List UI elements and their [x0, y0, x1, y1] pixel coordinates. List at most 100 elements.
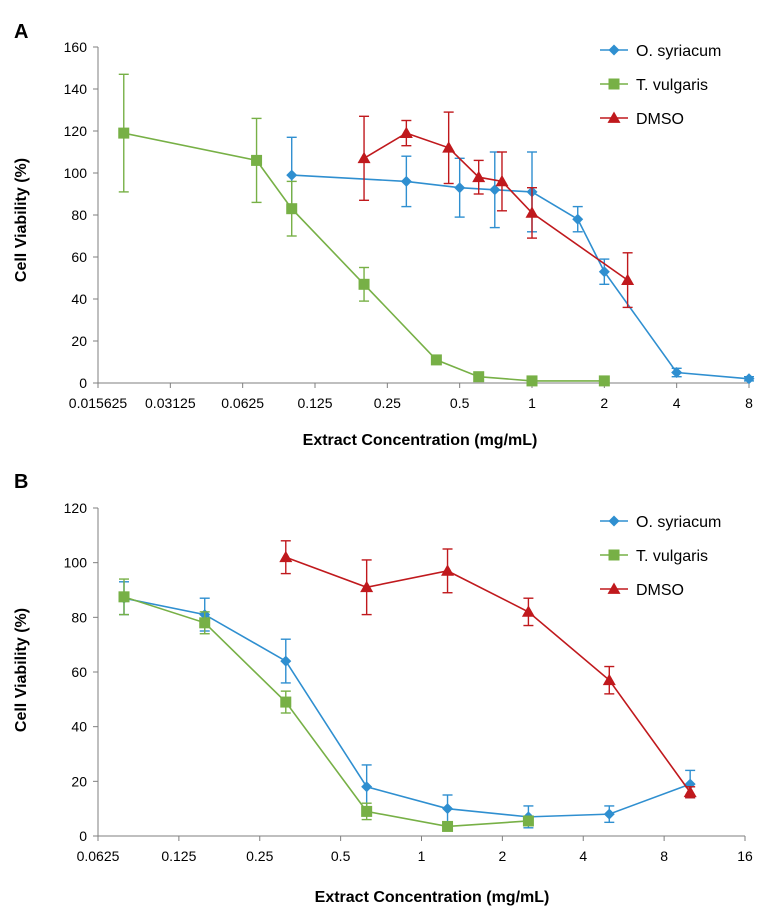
panel-b-x-tick-label: 0.5: [331, 848, 351, 864]
panel-b-series-t-vulgaris-point: [361, 805, 373, 817]
panel-b-series-t-vulgaris-line: [123, 596, 529, 828]
panel-a-legend-t-vulgaris-label: T. vulgaris: [636, 77, 708, 94]
panel-b-y-tick-label: 40: [71, 719, 87, 735]
panel-a-series-t-vulgaris-point: [358, 278, 370, 290]
panel-b-legend: O. syriacum T. vulgaris DMSO: [600, 514, 721, 599]
panel-a-series-o-syriacum-point: [598, 266, 610, 278]
panel-a-y-tick-label: 40: [71, 291, 87, 307]
panel-a-series-o-syriacum-point: [286, 169, 298, 181]
panel-a-legend-dmso-label: DMSO: [636, 111, 684, 128]
panel-a-series-t-vulgaris-point: [526, 375, 538, 387]
panel-a-series-dmso-point: [399, 126, 413, 138]
panel-a-series-dmso-point: [442, 141, 456, 153]
panel-b-legend-dmso: DMSO: [600, 582, 684, 599]
panel-a-x-tick-label: 0.0625: [221, 395, 264, 411]
panel-a-y-tick-label: 160: [64, 39, 88, 55]
panel-b-y-tick-label: 80: [71, 609, 87, 625]
panel-b-y-tick-label: 120: [64, 500, 88, 516]
panel-b-legend-o-syriacum-swatch-marker: [608, 515, 620, 527]
panel-b-x-tick-label: 8: [660, 848, 668, 864]
panel-a-series-dmso-point: [495, 174, 509, 187]
panel-b-legend-t-vulgaris-swatch-marker: [608, 549, 620, 561]
panel-b-y-tick-label: 0: [79, 828, 87, 844]
panel-a-legend-t-vulgaris-swatch-marker: [608, 78, 620, 90]
panel-a-x-ticks: 0.015625 0.03125 0.0625 0.125 0.25 0.5 1 2 4 8: [69, 383, 753, 411]
panel-b-series-t-vulgaris: [118, 578, 534, 832]
panel-a-series-t-vulgaris-point: [118, 127, 130, 139]
panel-b-x-tick-label: 0.25: [246, 848, 273, 864]
panel-b-legend-t-vulgaris: T. vulgaris: [600, 548, 708, 565]
panel-b-series-o-syriacum-point: [361, 781, 373, 793]
panel-a-x-tick-label: 0.5: [450, 395, 470, 411]
panel-b-series-dmso-point: [683, 785, 697, 798]
panel-a-x-tick-label: 1: [528, 395, 536, 411]
panel-a-x-tick-label: 0.03125: [145, 395, 196, 411]
panel-a-y-tick-label: 80: [71, 207, 87, 223]
panel-b-series-o-syriacum-line: [123, 597, 691, 818]
panel-b-series-dmso-point: [360, 580, 374, 593]
panel-b-series-dmso-point: [279, 550, 293, 563]
panel-a-x-tick-label: 0.125: [297, 395, 332, 411]
panel-a-series-dmso-point: [472, 170, 486, 183]
panel-a-series-o-syriacum-point: [400, 175, 412, 187]
panel-b-series-t-vulgaris-point: [522, 815, 534, 827]
panel-a-legend-t-vulgaris: T. vulgaris: [600, 77, 708, 94]
panel-a-series-t-vulgaris: [118, 73, 610, 387]
panel-a-x-tick-label: 4: [673, 395, 681, 411]
panel-a-y-tick-label: 60: [71, 249, 87, 265]
panel-b-x-tick-label: 1: [418, 848, 426, 864]
panel-b-legend-o-syriacum-label: O. syriacum: [636, 514, 721, 531]
panel-a-series-o-syriacum-point: [572, 213, 584, 225]
panel-a-y-ticks: 0 20 40 60 80 100 120 140 160: [64, 39, 98, 391]
panel-b-series-t-vulgaris-point: [199, 617, 211, 629]
panel-b-series-o-syriacum-point: [280, 655, 292, 667]
panel-b: B Cell Viability (%) Extract Concentrati…: [13, 471, 753, 906]
panel-a-series-dmso-point: [525, 206, 539, 218]
panel-b-series: [118, 540, 697, 832]
panel-b-x-tick-label: 4: [579, 848, 587, 864]
panel-a-x-tick-label: 0.015625: [69, 395, 128, 411]
panel-b-series-t-vulgaris-point: [280, 696, 292, 708]
panel-a-legend-o-syriacum-label: O. syriacum: [636, 43, 721, 60]
panel-b-series-dmso: [279, 540, 697, 799]
panel-a-legend-dmso-swatch-marker: [607, 111, 621, 123]
panel-b-series-o-syriacum-point: [442, 803, 454, 815]
panel-b-y-tick-label: 100: [64, 555, 88, 571]
panel-a-legend-o-syriacum: O. syriacum: [600, 43, 721, 60]
panel-b-y-ticks: 0 20 40 60 80 100 120: [64, 500, 98, 844]
panel-b-x-tick-label: 16: [737, 848, 753, 864]
panel-b-y-tick-label: 60: [71, 664, 87, 680]
panel-a-x-tick-label: 2: [600, 395, 608, 411]
panel-b-series-dmso-point: [602, 673, 616, 686]
panel-b-legend-dmso-label: DMSO: [636, 582, 684, 599]
panel-b-series-dmso-line: [285, 556, 691, 793]
panel-b-legend-dmso-swatch-marker: [607, 582, 621, 594]
panel-a-x-tick-label: 0.25: [374, 395, 401, 411]
panel-a-y-tick-label: 100: [64, 165, 88, 181]
panel-b-x-tick-label: 0.125: [161, 848, 196, 864]
panel-b-x-ticks: 0.0625 0.125 0.25 0.5 1 2 4 8 16: [77, 836, 753, 864]
panel-a-series-t-vulgaris-point: [251, 154, 263, 166]
panel-a-series-o-syriacum-point: [454, 182, 466, 194]
panel-a-series-t-vulgaris-line: [123, 132, 605, 382]
panel-a-y-tick-label: 120: [64, 123, 88, 139]
panel-a-series-o-syriacum-point: [743, 373, 755, 385]
panel-a-y-axis-title: Cell Viability (%): [13, 158, 30, 282]
panel-a-y-tick-label: 0: [79, 375, 87, 391]
panel-a-legend-dmso: DMSO: [600, 111, 684, 128]
panel-a-y-tick-label: 140: [64, 81, 88, 97]
panel-b-y-axis-title: Cell Viability (%): [13, 608, 30, 732]
panel-a-series-o-syriacum-point: [671, 367, 683, 378]
panel-b-x-tick-label: 2: [498, 848, 506, 864]
panel-a-series-o-syriacum-line: [291, 174, 750, 380]
panel-a-series-dmso: [357, 111, 635, 309]
panel-b-series-o-syriacum-point: [603, 808, 615, 820]
panel-a-x-axis-title: Extract Concentration (mg/mL): [303, 432, 538, 449]
panel-a: A Cell Viability (%) Extract Concentrati…: [13, 21, 755, 449]
panel-b-series-t-vulgaris-point: [442, 820, 454, 832]
panel-b-letter: B: [14, 471, 28, 493]
panel-a-series-t-vulgaris-point: [598, 375, 610, 387]
panel-a-letter: A: [14, 21, 28, 43]
panel-b-legend-t-vulgaris-label: T. vulgaris: [636, 548, 708, 565]
